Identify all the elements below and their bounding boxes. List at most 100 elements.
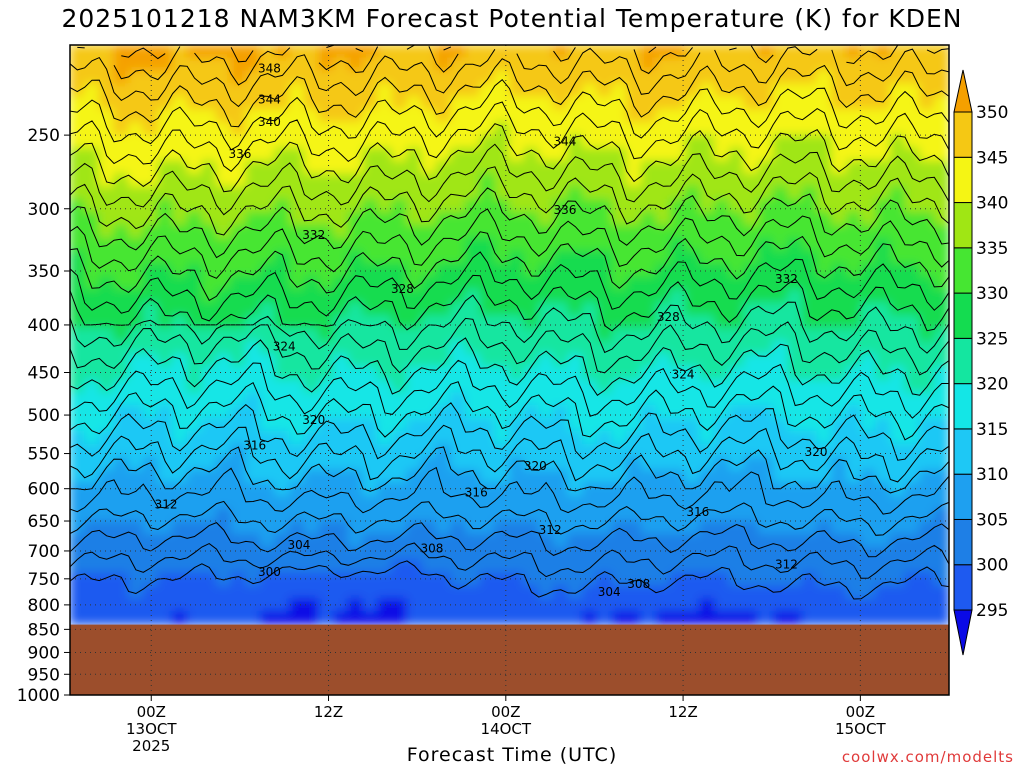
- field-cell: [582, 482, 598, 497]
- field-cell: [743, 598, 760, 613]
- field-cell: [333, 611, 349, 626]
- field-cell: [655, 430, 672, 445]
- field-cell: [230, 598, 247, 613]
- field-cell: [172, 546, 188, 561]
- field-cell: [142, 611, 159, 626]
- field-cell: [567, 353, 584, 368]
- field-cell: [142, 418, 159, 432]
- field-cell: [552, 559, 569, 574]
- theta-field: [70, 45, 949, 626]
- field-cell: [186, 211, 203, 226]
- field-cell: [201, 559, 217, 574]
- field-cell: [714, 495, 730, 510]
- field-cell: [84, 469, 100, 484]
- field-cell: [772, 57, 789, 72]
- field-cell: [201, 430, 217, 445]
- field-cell: [230, 211, 247, 226]
- field-cell: [333, 250, 349, 265]
- field-cell: [435, 598, 452, 613]
- field-cell: [714, 302, 730, 316]
- field-cell: [743, 533, 760, 548]
- field-cell: [875, 353, 891, 368]
- field-cell: [142, 57, 159, 72]
- field-cell: [303, 366, 320, 381]
- field-cell: [274, 250, 291, 265]
- field-cell: [919, 340, 935, 355]
- field-cell: [172, 495, 188, 510]
- field-cell: [172, 276, 188, 291]
- field-cell: [259, 521, 276, 535]
- field-cell: [816, 83, 833, 98]
- field-cell: [98, 289, 115, 304]
- field-cell: [465, 314, 481, 329]
- field-cell: [157, 340, 174, 355]
- field-cell: [596, 45, 613, 59]
- field-cell: [216, 340, 232, 355]
- field-cell: [465, 237, 481, 252]
- field-cell: [128, 353, 144, 368]
- field-cell: [831, 173, 847, 188]
- field-cell: [728, 379, 745, 394]
- field-cell: [98, 276, 115, 291]
- field-cell: [860, 147, 877, 162]
- field-cell: [772, 199, 789, 213]
- field-cell: [84, 314, 100, 329]
- field-cell: [333, 199, 349, 213]
- field-cell: [172, 70, 188, 85]
- field-cell: [552, 83, 569, 98]
- field-cell: [552, 508, 569, 523]
- field-cell: [523, 366, 540, 381]
- field-cell: [157, 327, 174, 342]
- field-cell: [303, 147, 320, 162]
- field-cell: [377, 186, 393, 201]
- field-cell: [567, 521, 584, 535]
- field-cell: [552, 314, 569, 329]
- field-cell: [626, 160, 642, 175]
- field-cell: [259, 96, 276, 110]
- field-cell: [728, 598, 745, 613]
- field-cell: [714, 546, 730, 561]
- field-cell: [347, 289, 364, 304]
- field-cell: [128, 160, 144, 175]
- field-cell: [142, 83, 159, 98]
- field-cell: [787, 302, 803, 316]
- field-cell: [684, 121, 701, 136]
- field-cell: [655, 379, 672, 394]
- field-cell: [699, 418, 716, 432]
- field-cell: [289, 546, 305, 561]
- field-cell: [523, 263, 540, 278]
- field-cell: [845, 611, 862, 626]
- field-cell: [479, 366, 496, 381]
- field-cell: [787, 186, 803, 201]
- field-cell: [98, 121, 115, 136]
- field-cell: [670, 379, 686, 394]
- field-cell: [347, 276, 364, 291]
- field-cell: [611, 173, 628, 188]
- field-cell: [743, 392, 760, 407]
- field-cell: [919, 70, 935, 85]
- field-cell: [728, 70, 745, 85]
- field-cell: [362, 572, 379, 587]
- field-cell: [743, 160, 760, 175]
- field-cell: [128, 521, 144, 535]
- field-cell: [230, 392, 247, 407]
- field-cell: [318, 134, 335, 149]
- field-cell: [421, 314, 437, 329]
- field-cell: [758, 508, 774, 523]
- field-cell: [347, 559, 364, 574]
- field-cell: [303, 224, 320, 239]
- field-cell: [391, 572, 408, 587]
- field-cell: [611, 250, 628, 265]
- field-cell: [655, 45, 672, 59]
- field-cell: [567, 276, 584, 291]
- field-cell: [201, 314, 217, 329]
- field-cell: [582, 96, 598, 110]
- field-cell: [670, 70, 686, 85]
- field-cell: [84, 57, 100, 72]
- field-cell: [831, 263, 847, 278]
- field-cell: [831, 147, 847, 162]
- field-cell: [919, 546, 935, 561]
- field-cell: [333, 508, 349, 523]
- field-cell: [743, 546, 760, 561]
- field-cell: [904, 276, 921, 291]
